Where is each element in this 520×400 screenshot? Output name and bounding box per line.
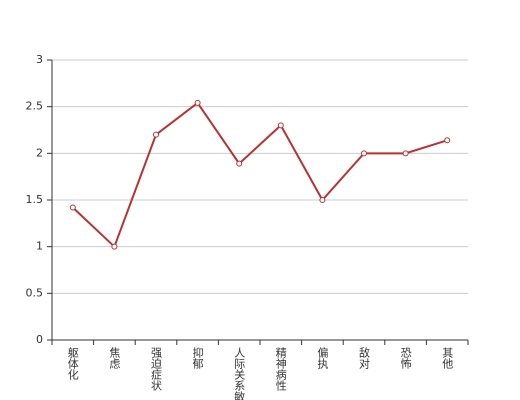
x-tick-label: 敌对 (358, 346, 371, 369)
y-tick-label: 2 (36, 146, 43, 159)
y-tick-label: 3 (36, 53, 43, 66)
point (361, 150, 367, 157)
y-tick-label: 2.5 (26, 100, 44, 113)
x-tick-label: 其他 (441, 347, 454, 369)
point (111, 243, 118, 250)
y-tick-label: 1 (36, 240, 43, 253)
x-tick-label: 偏执 (316, 346, 329, 370)
point (236, 160, 243, 167)
line (72, 101, 448, 249)
x-tick-label: 强迫症状 (150, 347, 163, 391)
x-tick-label: 躯体化 (66, 347, 79, 381)
point (319, 197, 326, 203)
point (69, 204, 76, 211)
point (277, 122, 284, 129)
point (402, 150, 409, 157)
point (444, 137, 451, 144)
x-tick-label: 恐怖 (399, 347, 412, 369)
point (194, 99, 201, 106)
x-tick-label: 人际关系敏感 (233, 347, 246, 400)
x-tick-label: 焦虑 (108, 347, 121, 369)
x-tick-label: 精神病性 (274, 347, 287, 392)
y-tick-label: 1.5 (26, 193, 44, 206)
point (153, 131, 159, 138)
x-tick-label: 抑郁 (191, 346, 204, 369)
y-tick-label: 0 (36, 333, 43, 346)
y-tick-label: 0.5 (26, 286, 44, 299)
